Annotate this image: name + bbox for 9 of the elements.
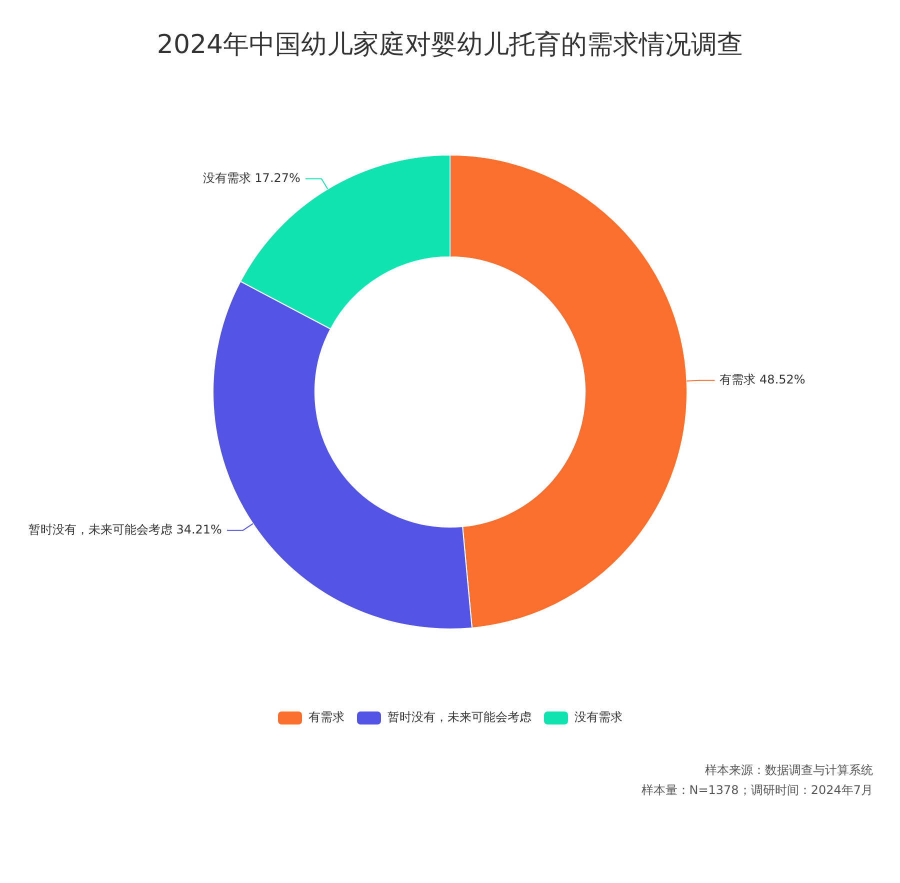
text: 样本量：N=1378；调研时间：2024年7月 bbox=[641, 782, 873, 799]
chart-title: 2024年中国幼儿家庭对婴幼儿托育的需求情况调查 bbox=[156, 29, 744, 62]
category-label: 没有需求 17.27% bbox=[202, 170, 300, 185]
legend-label: 暂时没有，未来可能会考虑 bbox=[388, 710, 532, 724]
category-label: 暂时没有，未来可能会考虑 34.21% bbox=[28, 522, 222, 536]
legend-label: 没有需求 bbox=[574, 710, 622, 724]
category-label: 有需求 48.52% bbox=[720, 372, 806, 387]
text: 样本来源：数据调查与计算系统 bbox=[704, 762, 873, 779]
legend-label: 有需求 bbox=[308, 710, 344, 724]
